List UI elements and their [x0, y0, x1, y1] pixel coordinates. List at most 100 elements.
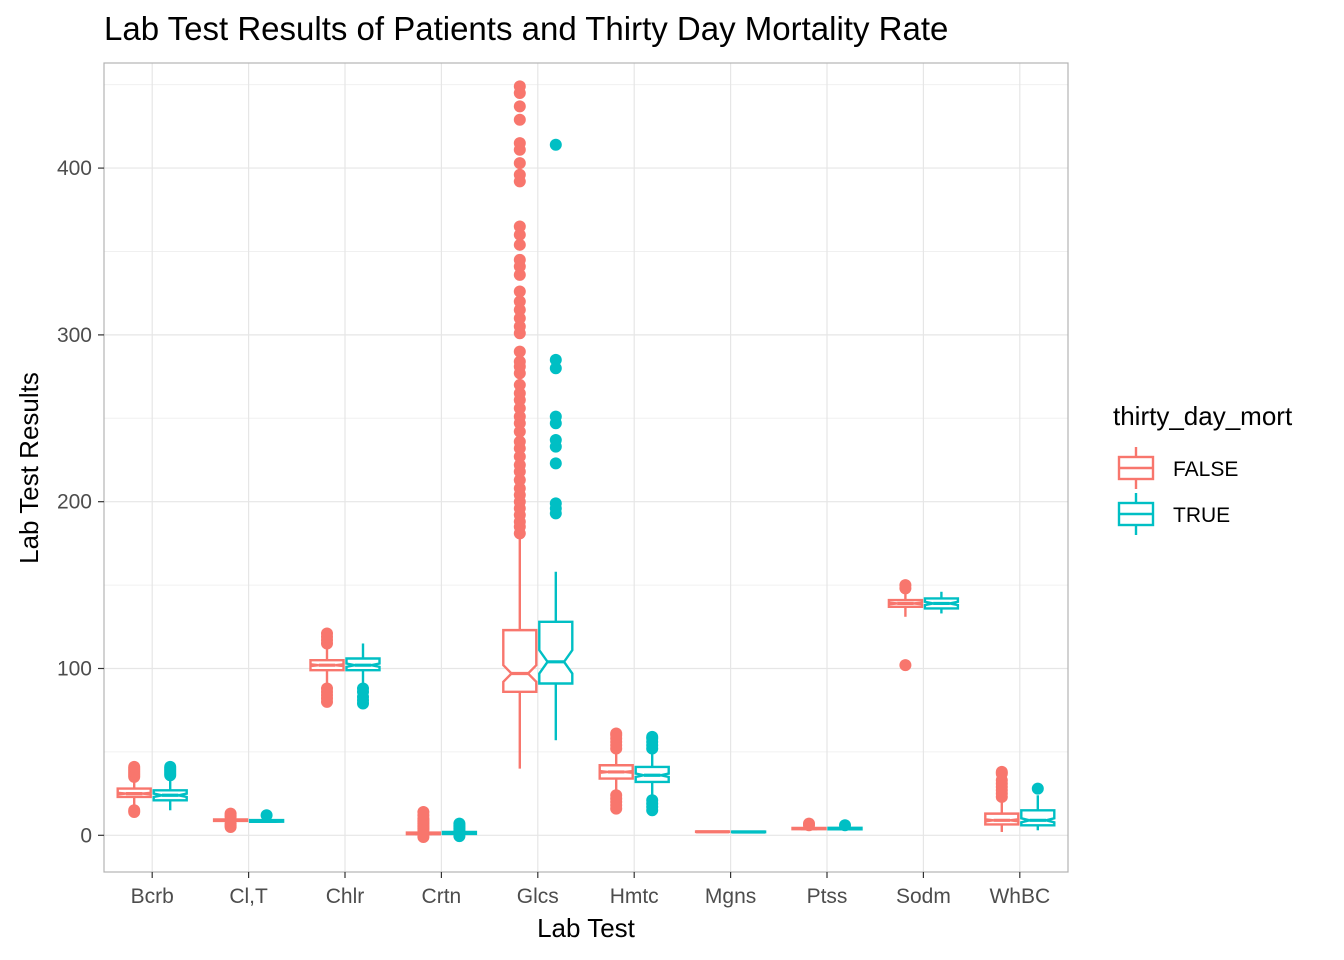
- y-tick-label: 300: [57, 324, 92, 347]
- outlier-point: [417, 805, 430, 818]
- box-body: [1020, 809, 1056, 827]
- outlier-point: [513, 238, 526, 251]
- legend: thirty_day_mort FALSE TRUE: [1113, 401, 1293, 535]
- box-false-clt: [212, 807, 249, 833]
- outlier-point: [513, 387, 526, 400]
- outlier-point: [513, 402, 526, 415]
- outlier-point: [549, 433, 562, 446]
- x-tick-label: Sodm: [896, 885, 951, 908]
- outlier-point: [513, 355, 526, 368]
- outlier-point: [839, 819, 851, 832]
- outlier-point: [610, 789, 623, 802]
- outlier-point: [513, 425, 526, 438]
- outlier-point: [128, 804, 141, 817]
- outlier-point: [513, 474, 526, 487]
- box-false-ptss: [791, 817, 827, 832]
- outlier-point: [128, 760, 141, 773]
- y-tick-label: 100: [57, 657, 92, 680]
- outlier-point: [513, 378, 526, 391]
- x-axis-title: Lab Test: [537, 913, 636, 943]
- box-true-ptss: [827, 819, 863, 832]
- outlier-point: [513, 295, 526, 308]
- outlier-point: [899, 579, 912, 592]
- outlier-point: [549, 353, 562, 366]
- legend-key-true: TRUE: [1117, 493, 1230, 535]
- box-false-whbc: [984, 765, 1020, 832]
- panel-border: [103, 62, 1069, 873]
- x-tick-label: Glcs: [517, 885, 559, 908]
- outlier-point: [549, 138, 562, 151]
- outlier-point: [513, 137, 526, 150]
- y-tick-label: 0: [80, 824, 92, 847]
- box-body: [538, 620, 574, 685]
- legend-label: FALSE: [1173, 458, 1238, 481]
- outlier-point: [321, 682, 333, 695]
- outlier-point: [513, 303, 526, 316]
- outlier-point: [513, 458, 526, 471]
- outlier-point: [549, 362, 562, 375]
- outlier-point: [549, 410, 562, 423]
- x-tick-label: Cl,T: [229, 885, 268, 908]
- outlier-point: [321, 627, 333, 640]
- outlier-point: [899, 659, 912, 672]
- x-tick-label: Crtn: [422, 885, 462, 908]
- box-true-hmtc: [634, 730, 670, 817]
- x-tick-label: WhBC: [989, 885, 1050, 908]
- box-true-chlr: [345, 643, 381, 710]
- outlier-point: [610, 727, 623, 740]
- outlier-point: [260, 809, 273, 822]
- outlier-point: [224, 807, 237, 820]
- x-tick-label: Chlr: [326, 885, 365, 908]
- box-false-glcs: [502, 80, 538, 769]
- outlier-point: [513, 220, 526, 233]
- box-true-whbc: [1020, 782, 1056, 831]
- outlier-point: [164, 760, 177, 773]
- outlier-point: [513, 435, 526, 448]
- y-tick-label: 400: [57, 157, 92, 180]
- box-false-bcrb: [116, 760, 152, 818]
- box-false-crtn: [405, 805, 442, 843]
- outlier-point: [513, 100, 526, 113]
- x-tick-label: Hmtc: [610, 885, 659, 908]
- box-true-crtn: [441, 817, 478, 843]
- x-tick-label: Ptss: [807, 885, 848, 908]
- box-true-mgns: [730, 830, 767, 834]
- outlier-point: [513, 168, 526, 181]
- x-axis: Bcrb Cl,T Chlr Crtn Glcs Hmtc Mgns Ptss Sodm WhBC: [131, 872, 1050, 908]
- outlier-point: [453, 817, 466, 830]
- outlier-point: [513, 345, 526, 358]
- outlier-point: [513, 80, 526, 93]
- outlier-point: [513, 268, 526, 281]
- outlier-point: [549, 497, 562, 510]
- outlier-point: [513, 320, 526, 333]
- y-axis: 0 100 200 300 400: [57, 157, 104, 847]
- outlier-point: [549, 457, 562, 470]
- outlier-point: [803, 817, 815, 830]
- outlier-point: [513, 410, 526, 423]
- x-tick-label: Bcrb: [131, 885, 174, 908]
- grid: [104, 63, 1068, 872]
- outlier-point: [513, 312, 526, 325]
- box-body: [502, 628, 538, 694]
- outlier-point: [513, 157, 526, 170]
- box-true-bcrb: [152, 760, 188, 811]
- outlier-point: [513, 482, 526, 495]
- y-tick-label: 200: [57, 491, 92, 514]
- box-true-clt: [248, 809, 285, 823]
- box-true-sodm: [923, 591, 960, 614]
- outlier-point: [513, 285, 526, 298]
- chart-title: Lab Test Results of Patients and Thirty …: [104, 10, 948, 47]
- outlier-point: [1031, 782, 1044, 795]
- outlier-point: [513, 228, 526, 241]
- outlier-point: [995, 765, 1008, 778]
- legend-key-false: FALSE: [1117, 447, 1238, 489]
- y-axis-title: Lab Test Results: [14, 372, 44, 564]
- box-false-sodm: [887, 579, 924, 672]
- outlier-point: [513, 450, 526, 463]
- box-false-mgns: [694, 830, 731, 834]
- x-tick-label: Mgns: [705, 885, 756, 908]
- legend-label: TRUE: [1173, 504, 1230, 527]
- box-marks: [116, 80, 1056, 843]
- outlier-point: [646, 794, 659, 807]
